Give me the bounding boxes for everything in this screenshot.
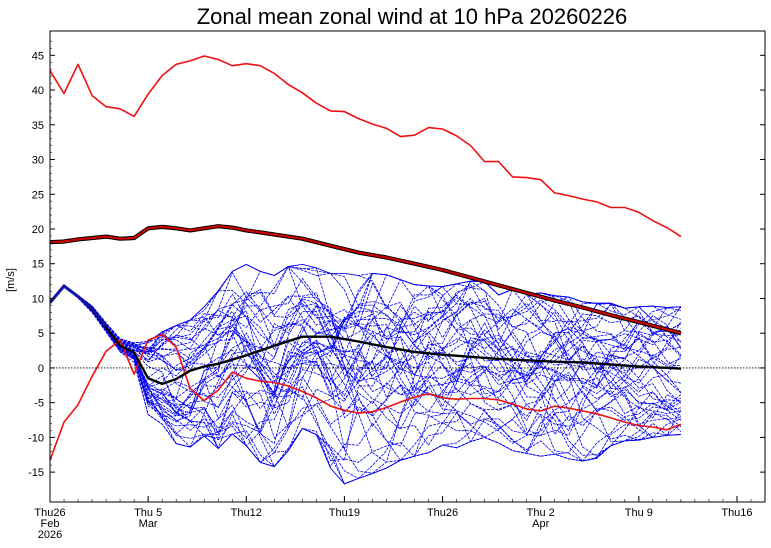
- ensemble-mean-line: [50, 284, 681, 386]
- ensemble-member-line: [50, 271, 682, 353]
- ensemble-member-line: [50, 272, 682, 383]
- x-tick-label: Thu12: [231, 507, 262, 519]
- y-tick-label: 45: [32, 50, 44, 62]
- y-tick-label: 30: [32, 155, 44, 167]
- ensemble-member-line: [50, 285, 681, 434]
- y-tick-label: 15: [32, 259, 44, 271]
- ensemble-member-line: [50, 285, 682, 422]
- ensemble-initial-trunk: [50, 283, 108, 328]
- ensemble-members: [50, 263, 682, 485]
- climatology-max-line: [50, 55, 682, 238]
- y-tick-label: 35: [32, 120, 44, 132]
- ensemble-member-line: [50, 285, 682, 425]
- ensemble-member-line: [50, 266, 682, 409]
- ensemble-member-line: [50, 285, 682, 463]
- x-tick-label: Thu26: [427, 507, 458, 519]
- x-tick-label: Thu 9: [625, 507, 653, 519]
- x-tick-label: Apr: [532, 518, 549, 530]
- ensemble-member-line: [50, 278, 681, 382]
- series-lines: [50, 55, 682, 461]
- ensemble-member-line: [50, 285, 681, 474]
- axes: -15-10-5051015202530354045Thu26Feb2026Th…: [28, 30, 766, 541]
- x-tick-label: Thu19: [329, 507, 360, 519]
- ensemble-member-line: [50, 285, 682, 426]
- ensemble-member-line: [50, 285, 681, 384]
- plot-area: [50, 55, 765, 485]
- ensemble-member-line: [50, 265, 681, 384]
- y-tick-label: 20: [32, 224, 44, 236]
- y-tick-label: -5: [34, 398, 44, 410]
- plot-frame: [49, 30, 766, 503]
- x-tick-label: Thu 2: [527, 507, 555, 519]
- ensemble-member-line: [50, 285, 682, 462]
- ensemble-member-line: [50, 285, 682, 414]
- ensemble-member-line: [50, 285, 682, 409]
- ensemble-member-line: [50, 283, 681, 402]
- x-tick-label: Thu 5: [134, 507, 162, 519]
- ensemble-member-line: [50, 285, 682, 462]
- y-axis-label: [m/s]: [5, 268, 17, 292]
- ensemble-member-line: [50, 280, 682, 378]
- ensemble-member-line: [50, 285, 681, 463]
- ensemble-member-line: [50, 285, 682, 439]
- y-tick-label: 10: [32, 293, 44, 305]
- ensemble-member-line: [50, 263, 682, 371]
- x-tick-label: Thu26: [34, 507, 65, 519]
- ensemble-member-line: [50, 285, 682, 435]
- x-tick-label: 2026: [38, 529, 62, 541]
- ensemble-member-line: [50, 285, 681, 468]
- y-tick-label: 40: [32, 85, 44, 97]
- y-tick-label: 25: [32, 189, 44, 201]
- chart-title: Zonal mean zonal wind at 10 hPa 20260226: [197, 4, 628, 29]
- y-tick-label: -15: [28, 467, 44, 479]
- x-tick-label: Thu16: [721, 507, 752, 519]
- ensemble-member-line: [50, 285, 682, 485]
- x-tick-label: Mar: [139, 518, 158, 530]
- y-tick-label: -10: [28, 432, 44, 444]
- y-tick-label: 5: [38, 328, 44, 340]
- climatology-mean-line: [50, 225, 682, 335]
- climatology-min-line: [50, 333, 682, 461]
- ensemble-member-line: [50, 277, 682, 393]
- y-tick-label: 0: [38, 363, 44, 375]
- ensemble-member-line: [50, 285, 681, 430]
- x-tick-label: Feb: [41, 518, 60, 530]
- ensemble-member-line: [50, 283, 682, 445]
